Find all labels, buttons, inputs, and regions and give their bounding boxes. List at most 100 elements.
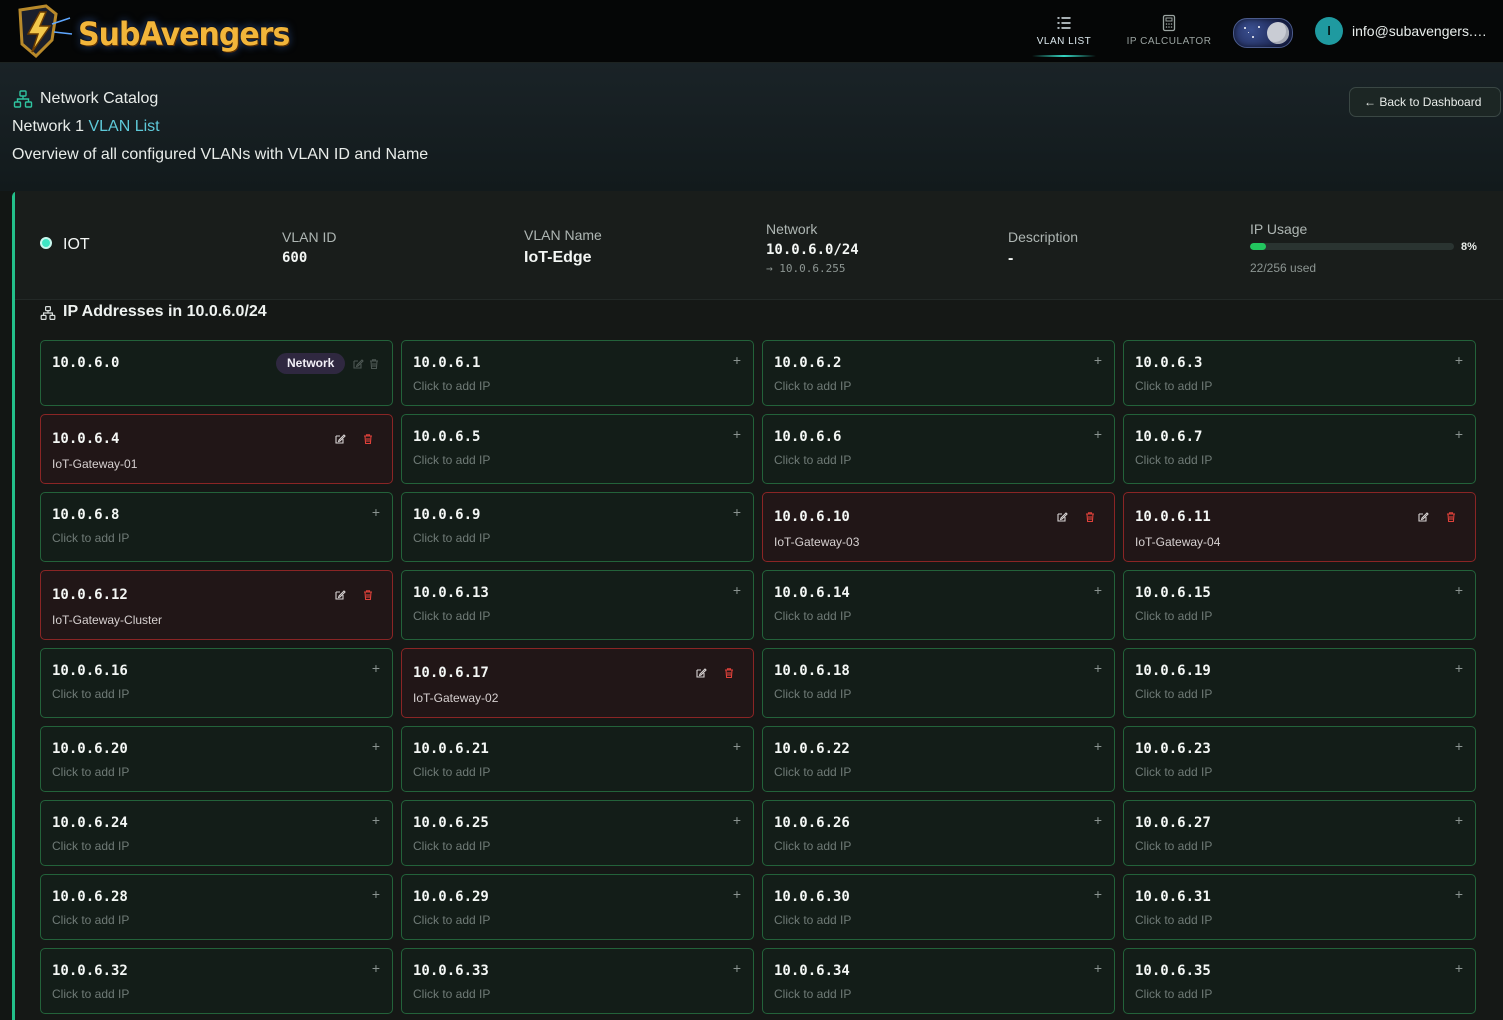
nav-ip-calculator[interactable]: IP CALCULATOR <box>1124 14 1214 60</box>
ip-card[interactable]: 10.0.6.2 Click to add IP + <box>762 340 1115 406</box>
add-ip-icon[interactable]: + <box>1093 812 1102 828</box>
ip-card[interactable]: 10.0.6.33 Click to add IP + <box>401 948 754 1014</box>
add-ip-icon[interactable]: + <box>1093 886 1102 902</box>
ip-card[interactable]: 10.0.6.34 Click to add IP + <box>762 948 1115 1014</box>
ip-card[interactable]: 10.0.6.30 Click to add IP + <box>762 874 1115 940</box>
add-ip-icon[interactable]: + <box>732 504 741 520</box>
add-ip-icon[interactable]: + <box>732 582 741 598</box>
add-ip-icon[interactable]: + <box>1093 960 1102 976</box>
ip-address: 10.0.6.0 <box>52 355 120 371</box>
add-ip-icon[interactable]: + <box>371 960 380 976</box>
user-email[interactable]: info@subavengers.com <box>1352 23 1492 39</box>
ip-address: 10.0.6.34 <box>774 963 850 979</box>
add-ip-icon[interactable]: + <box>371 886 380 902</box>
ip-card[interactable]: 10.0.6.16 Click to add IP + <box>40 648 393 718</box>
add-ip-icon[interactable]: + <box>732 960 741 976</box>
ip-address: 10.0.6.11 <box>1135 509 1211 525</box>
ip-card[interactable]: 10.0.6.32 Click to add IP + <box>40 948 393 1014</box>
ip-card[interactable]: 10.0.6.19 Click to add IP + <box>1123 648 1476 718</box>
add-ip-icon[interactable]: + <box>732 352 741 368</box>
ip-card[interactable]: 10.0.6.18 Click to add IP + <box>762 648 1115 718</box>
add-ip-hint: Click to add IP <box>1135 453 1213 467</box>
ip-card[interactable]: 10.0.6.27 Click to add IP + <box>1123 800 1476 866</box>
ip-card[interactable]: 10.0.6.22 Click to add IP + <box>762 726 1115 792</box>
add-ip-icon[interactable]: + <box>371 738 380 754</box>
ip-card[interactable]: 10.0.6.5 Click to add IP + <box>401 414 754 484</box>
ip-address: 10.0.6.27 <box>1135 815 1211 831</box>
add-ip-icon[interactable]: + <box>1093 582 1102 598</box>
ip-card[interactable]: 10.0.6.1 Click to add IP + <box>401 340 754 406</box>
ip-card[interactable]: 10.0.6.9 Click to add IP + <box>401 492 754 562</box>
add-ip-icon[interactable]: + <box>732 426 741 442</box>
ip-card[interactable]: 10.0.6.15 Click to add IP + <box>1123 570 1476 640</box>
add-ip-icon[interactable]: + <box>1454 426 1463 442</box>
add-ip-icon[interactable]: + <box>371 660 380 676</box>
ip-card[interactable]: 10.0.6.20 Click to add IP + <box>40 726 393 792</box>
edit-icon[interactable] <box>1056 511 1068 523</box>
add-ip-icon[interactable]: + <box>1454 352 1463 368</box>
ip-card[interactable]: 10.0.6.13 Click to add IP + <box>401 570 754 640</box>
edit-icon[interactable] <box>695 667 707 679</box>
nav-vlan-list[interactable]: VLAN LIST <box>1032 14 1096 60</box>
add-ip-icon[interactable]: + <box>1454 582 1463 598</box>
brand-logo[interactable]: SubAvengers <box>12 4 290 60</box>
add-ip-icon[interactable]: + <box>1093 352 1102 368</box>
delete-icon[interactable] <box>723 667 735 679</box>
edit-icon[interactable] <box>334 433 346 445</box>
ip-address: 10.0.6.12 <box>52 587 128 603</box>
theme-toggle[interactable] <box>1233 18 1293 48</box>
back-to-dashboard-button[interactable]: ← Back to Dashboard <box>1349 87 1501 117</box>
delete-icon[interactable] <box>1445 511 1457 523</box>
add-ip-icon[interactable]: + <box>1093 426 1102 442</box>
ip-card[interactable]: 10.0.6.10 IoT-Gateway-03 <box>762 492 1115 562</box>
add-ip-icon[interactable]: + <box>1093 660 1102 676</box>
ip-card[interactable]: 10.0.6.35 Click to add IP + <box>1123 948 1476 1014</box>
ip-card[interactable]: 10.0.6.0 Network <box>40 340 393 406</box>
ip-usage-label: IP Usage <box>1250 221 1308 237</box>
ip-card[interactable]: 10.0.6.21 Click to add IP + <box>401 726 754 792</box>
add-ip-icon[interactable]: + <box>371 504 380 520</box>
ip-card[interactable]: 10.0.6.11 IoT-Gateway-04 <box>1123 492 1476 562</box>
delete-icon[interactable] <box>362 589 374 601</box>
edit-icon[interactable] <box>334 589 346 601</box>
add-ip-icon[interactable]: + <box>1093 738 1102 754</box>
edit-icon[interactable] <box>1417 511 1429 523</box>
user-avatar[interactable]: I <box>1315 17 1343 45</box>
add-ip-icon[interactable]: + <box>371 812 380 828</box>
ip-card[interactable]: 10.0.6.8 Click to add IP + <box>40 492 393 562</box>
ip-card[interactable]: 10.0.6.31 Click to add IP + <box>1123 874 1476 940</box>
ip-card[interactable]: 10.0.6.12 IoT-Gateway-Cluster <box>40 570 393 640</box>
ip-card[interactable]: 10.0.6.6 Click to add IP + <box>762 414 1115 484</box>
ip-card[interactable]: 10.0.6.28 Click to add IP + <box>40 874 393 940</box>
add-ip-icon[interactable]: + <box>1454 660 1463 676</box>
ip-card[interactable]: 10.0.6.3 Click to add IP + <box>1123 340 1476 406</box>
ip-usage-count: 22/256 used <box>1250 261 1317 275</box>
ip-address: 10.0.6.28 <box>52 889 128 905</box>
add-ip-icon[interactable]: + <box>732 812 741 828</box>
ip-address: 10.0.6.19 <box>1135 663 1211 679</box>
ip-card[interactable]: 10.0.6.23 Click to add IP + <box>1123 726 1476 792</box>
add-ip-hint: Click to add IP <box>1135 609 1213 623</box>
ip-address: 10.0.6.5 <box>413 429 481 445</box>
add-ip-icon[interactable]: + <box>732 886 741 902</box>
ip-card[interactable]: 10.0.6.29 Click to add IP + <box>401 874 754 940</box>
page-description: Overview of all configured VLANs with VL… <box>12 146 429 163</box>
ip-card[interactable]: 10.0.6.17 IoT-Gateway-02 <box>401 648 754 718</box>
delete-icon[interactable] <box>362 433 374 445</box>
add-ip-icon[interactable]: + <box>1454 812 1463 828</box>
add-ip-icon[interactable]: + <box>1454 886 1463 902</box>
network-name: Network 1 <box>12 118 85 135</box>
ip-address: 10.0.6.13 <box>413 585 489 601</box>
ip-card[interactable]: 10.0.6.7 Click to add IP + <box>1123 414 1476 484</box>
ip-card[interactable]: 10.0.6.26 Click to add IP + <box>762 800 1115 866</box>
add-ip-icon[interactable]: + <box>1454 960 1463 976</box>
ip-card[interactable]: 10.0.6.4 IoT-Gateway-01 <box>40 414 393 484</box>
delete-icon[interactable] <box>1084 511 1096 523</box>
ip-card[interactable]: 10.0.6.24 Click to add IP + <box>40 800 393 866</box>
ip-card[interactable]: 10.0.6.25 Click to add IP + <box>401 800 754 866</box>
add-ip-icon[interactable]: + <box>1454 738 1463 754</box>
add-ip-icon[interactable]: + <box>732 738 741 754</box>
ip-address: 10.0.6.31 <box>1135 889 1211 905</box>
ip-card[interactable]: 10.0.6.14 Click to add IP + <box>762 570 1115 640</box>
breadcrumb-catalog[interactable]: Network Catalog <box>40 90 159 107</box>
